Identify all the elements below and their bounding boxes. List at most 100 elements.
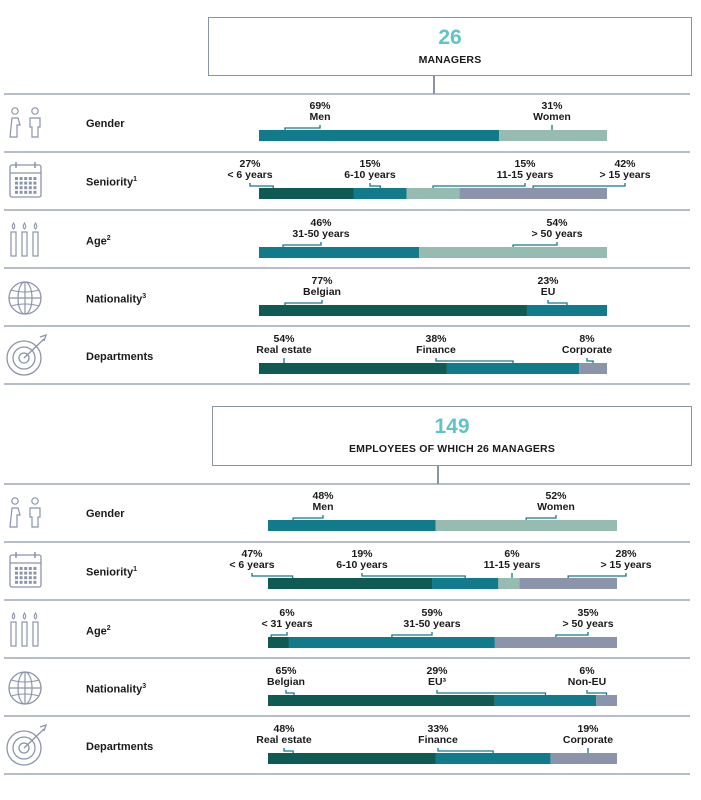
leader-line — [270, 632, 288, 637]
leader-line — [586, 690, 608, 695]
employees-connector — [437, 465, 439, 484]
managers-connector — [433, 75, 435, 94]
bar-segment — [268, 578, 433, 589]
managers-header-box: 26 MANAGERS — [208, 17, 692, 76]
data-label-name: < 6 years — [227, 169, 272, 181]
data-label-name: Finance — [416, 344, 456, 356]
bar-segment — [353, 188, 407, 199]
row-label-nationality: Nationality3 — [86, 683, 147, 696]
bar-segment — [579, 363, 607, 374]
calendar-icon — [9, 162, 42, 198]
row-label-departments: Departments — [86, 741, 154, 753]
data-label-name: Corporate — [563, 734, 613, 746]
data-label-name: 11-15 years — [497, 169, 554, 181]
data-label-percent: 38% — [425, 333, 447, 345]
bar-segment — [432, 578, 499, 589]
employees-count: 149 — [434, 415, 470, 438]
globe-icon — [8, 281, 42, 315]
data-label-percent: 15% — [359, 158, 381, 170]
data-label-percent: 8% — [579, 333, 595, 345]
bar-segment — [446, 363, 580, 374]
employees-title: EMPLOYEES OF WHICH 26 MANAGERS — [348, 443, 556, 455]
data-label-name: 31-50 years — [403, 618, 460, 630]
managers-count: 26 — [438, 26, 462, 49]
managers-title: MANAGERS — [418, 54, 482, 66]
bar-segment — [419, 247, 607, 258]
data-label-percent: 52% — [545, 490, 567, 502]
data-label-name: Corporate — [562, 344, 612, 356]
people-icon — [9, 107, 41, 138]
leader-line — [532, 183, 626, 188]
bar-segment — [259, 188, 354, 199]
data-label-name: 6-10 years — [336, 559, 388, 571]
data-label-percent: 23% — [537, 275, 559, 287]
data-label-name: > 50 years — [531, 228, 582, 240]
bar-segment — [268, 637, 289, 648]
leader-line — [369, 183, 381, 188]
data-label-percent: 77% — [311, 275, 333, 287]
employees-header-box: 149 EMPLOYEES OF WHICH 26 MANAGERS — [212, 406, 692, 466]
leader-line — [251, 573, 294, 578]
bar-segment — [494, 695, 597, 706]
data-label-name: Real estate — [256, 734, 312, 746]
row-label-seniority: Seniority1 — [86, 566, 137, 579]
leader-line — [586, 358, 594, 363]
data-label-name: EU³ — [428, 676, 447, 688]
data-label-percent: 6% — [504, 548, 520, 560]
data-label-name: Women — [533, 111, 571, 123]
data-label-percent: 46% — [310, 217, 332, 229]
leader-line — [435, 358, 514, 363]
leader-line — [512, 242, 558, 247]
data-label-name: Belgian — [303, 286, 341, 298]
leader-line — [292, 515, 324, 520]
data-label-percent: 33% — [427, 723, 449, 735]
data-label-percent: 35% — [577, 607, 599, 619]
row-label-nationality: Nationality3 — [86, 293, 147, 306]
data-label-percent: 59% — [421, 607, 443, 619]
leader-line — [283, 748, 294, 753]
row-label-age: Age2 — [86, 235, 111, 248]
bar-segment — [259, 130, 500, 141]
bar-segment — [526, 305, 607, 316]
row-label-departments: Departments — [86, 351, 154, 363]
data-label-percent: 29% — [426, 665, 448, 677]
bar-segment — [406, 188, 460, 199]
leader-line — [285, 690, 295, 695]
data-label-percent: 54% — [546, 217, 568, 229]
bar-segment — [259, 247, 420, 258]
data-label-name: Finance — [418, 734, 458, 746]
data-label-percent: 6% — [279, 607, 295, 619]
data-label-percent: 31% — [541, 100, 563, 112]
people-icon — [9, 497, 41, 528]
data-label-percent: 48% — [273, 723, 295, 735]
leader-line — [391, 632, 433, 637]
bar-segment — [435, 520, 617, 531]
row-label-seniority: Seniority1 — [86, 176, 137, 189]
data-label-name: Women — [537, 501, 575, 513]
data-label-name: > 15 years — [600, 559, 651, 571]
row-label-gender: Gender — [86, 118, 125, 130]
target-icon — [6, 723, 48, 766]
bar-segment — [459, 188, 607, 199]
data-label-name: Real estate — [256, 344, 312, 356]
data-label-name: EU — [541, 286, 556, 298]
bar-segment — [596, 695, 617, 706]
data-label-name: < 31 years — [261, 618, 312, 630]
bar-segment — [550, 753, 617, 764]
bar-segment — [494, 637, 617, 648]
leader-line — [567, 573, 627, 578]
leader-line — [437, 748, 494, 753]
data-label-percent: 69% — [309, 100, 331, 112]
bar-segment — [499, 130, 607, 141]
leader-line — [249, 183, 274, 188]
data-label-name: Men — [313, 501, 334, 513]
bar-segment — [268, 520, 436, 531]
leader-line — [284, 125, 321, 130]
leader-line — [284, 300, 323, 305]
row-label-gender: Gender — [86, 508, 125, 520]
data-label-name: > 15 years — [599, 169, 650, 181]
leader-line — [547, 300, 568, 305]
data-label-percent: 6% — [579, 665, 595, 677]
data-label-percent: 47% — [241, 548, 263, 560]
